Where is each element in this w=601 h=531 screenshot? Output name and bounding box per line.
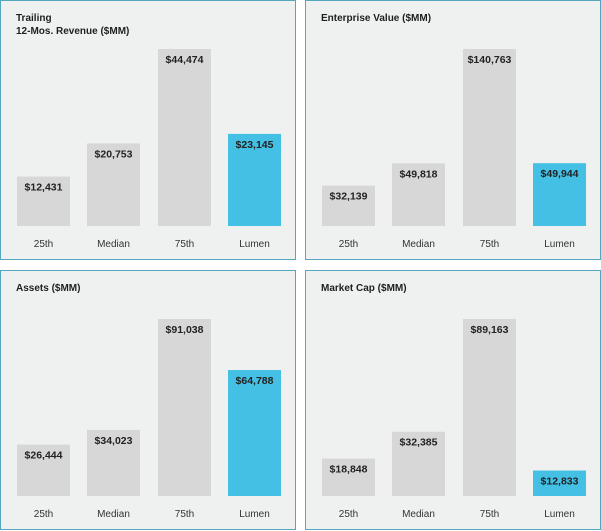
bar-25th [322,185,375,226]
bar-value-label: $49,818 [400,168,438,180]
category-label: 75th [175,509,194,520]
bar-value-label: $32,385 [400,437,438,449]
bar-value-label: $12,833 [541,476,579,488]
bar-median [87,429,140,496]
bar-value-label: $49,944 [541,168,579,180]
bar-value-label: $23,145 [236,139,274,151]
category-label: Median [97,509,130,520]
category-label: 25th [34,509,53,520]
bar-value-label: $91,038 [166,324,204,336]
bar-value-label: $89,163 [471,324,509,336]
bar-chart: $12,431 25th $20,753 Median $44,474 75th $23,1… [17,49,281,250]
category-label: 25th [339,239,358,250]
chart-title: Enterprise Value ($MM) [321,13,432,24]
category-label: Median [402,509,435,520]
bar-value-label: $44,474 [166,54,204,66]
bar-75th [463,319,516,496]
bar-25th [17,176,70,226]
category-label: Median [402,239,435,250]
bar-median [392,431,445,496]
bar-median [87,143,140,226]
bar-value-label: $64,788 [236,375,274,387]
bar-25th [17,444,70,496]
chart-panel-revenue: Trailing 12-Mos. Revenue ($MM) $12,431 25… [0,0,296,260]
category-label: 75th [175,239,194,250]
bar-value-label: $34,023 [95,435,133,447]
bar-value-label: $18,848 [330,464,368,476]
chart-title: Trailing 12-Mos. Revenue ($MM) [16,13,130,37]
chart-panel-market-cap: Market Cap ($MM) $18,848 25th $32,385 Media… [305,270,601,530]
bar-chart: $26,444 25th $34,023 Median $91,038 75th $64,7… [17,319,281,520]
bar-lumen [228,370,281,496]
category-label: Lumen [239,509,270,520]
category-label: 75th [480,239,499,250]
bar-chart: $32,139 25th $49,818 Median $140,763 75th $49,… [322,49,586,250]
bar-lumen [533,470,586,496]
bar-75th [158,319,211,496]
chart-panel-assets: Assets ($MM) $26,444 25th $34,023 Median $91… [0,270,296,530]
chart-panel-enterprise-value: Enterprise Value ($MM) $32,139 25th $49,81… [305,0,601,260]
bar-lumen [533,163,586,226]
chart-title: Market Cap ($MM) [321,283,407,294]
bar-25th [322,458,375,496]
category-label: Lumen [544,509,575,520]
bar-chart: $18,848 25th $32,385 Median $89,163 75th $12,8… [322,319,586,520]
bar-value-label: $20,753 [95,148,133,160]
bar-75th [158,49,211,226]
category-label: Lumen [239,239,270,250]
bar-75th [463,49,516,226]
bar-value-label: $140,763 [468,54,512,66]
category-label: 25th [34,239,53,250]
bar-value-label: $26,444 [25,450,63,462]
category-label: Lumen [544,239,575,250]
category-label: Median [97,239,130,250]
bar-value-label: $32,139 [330,191,368,203]
bar-value-label: $12,431 [25,182,63,194]
chart-title: Assets ($MM) [16,283,81,294]
bar-lumen [228,133,281,226]
bar-median [392,163,445,226]
category-label: 25th [339,509,358,520]
category-label: 75th [480,509,499,520]
